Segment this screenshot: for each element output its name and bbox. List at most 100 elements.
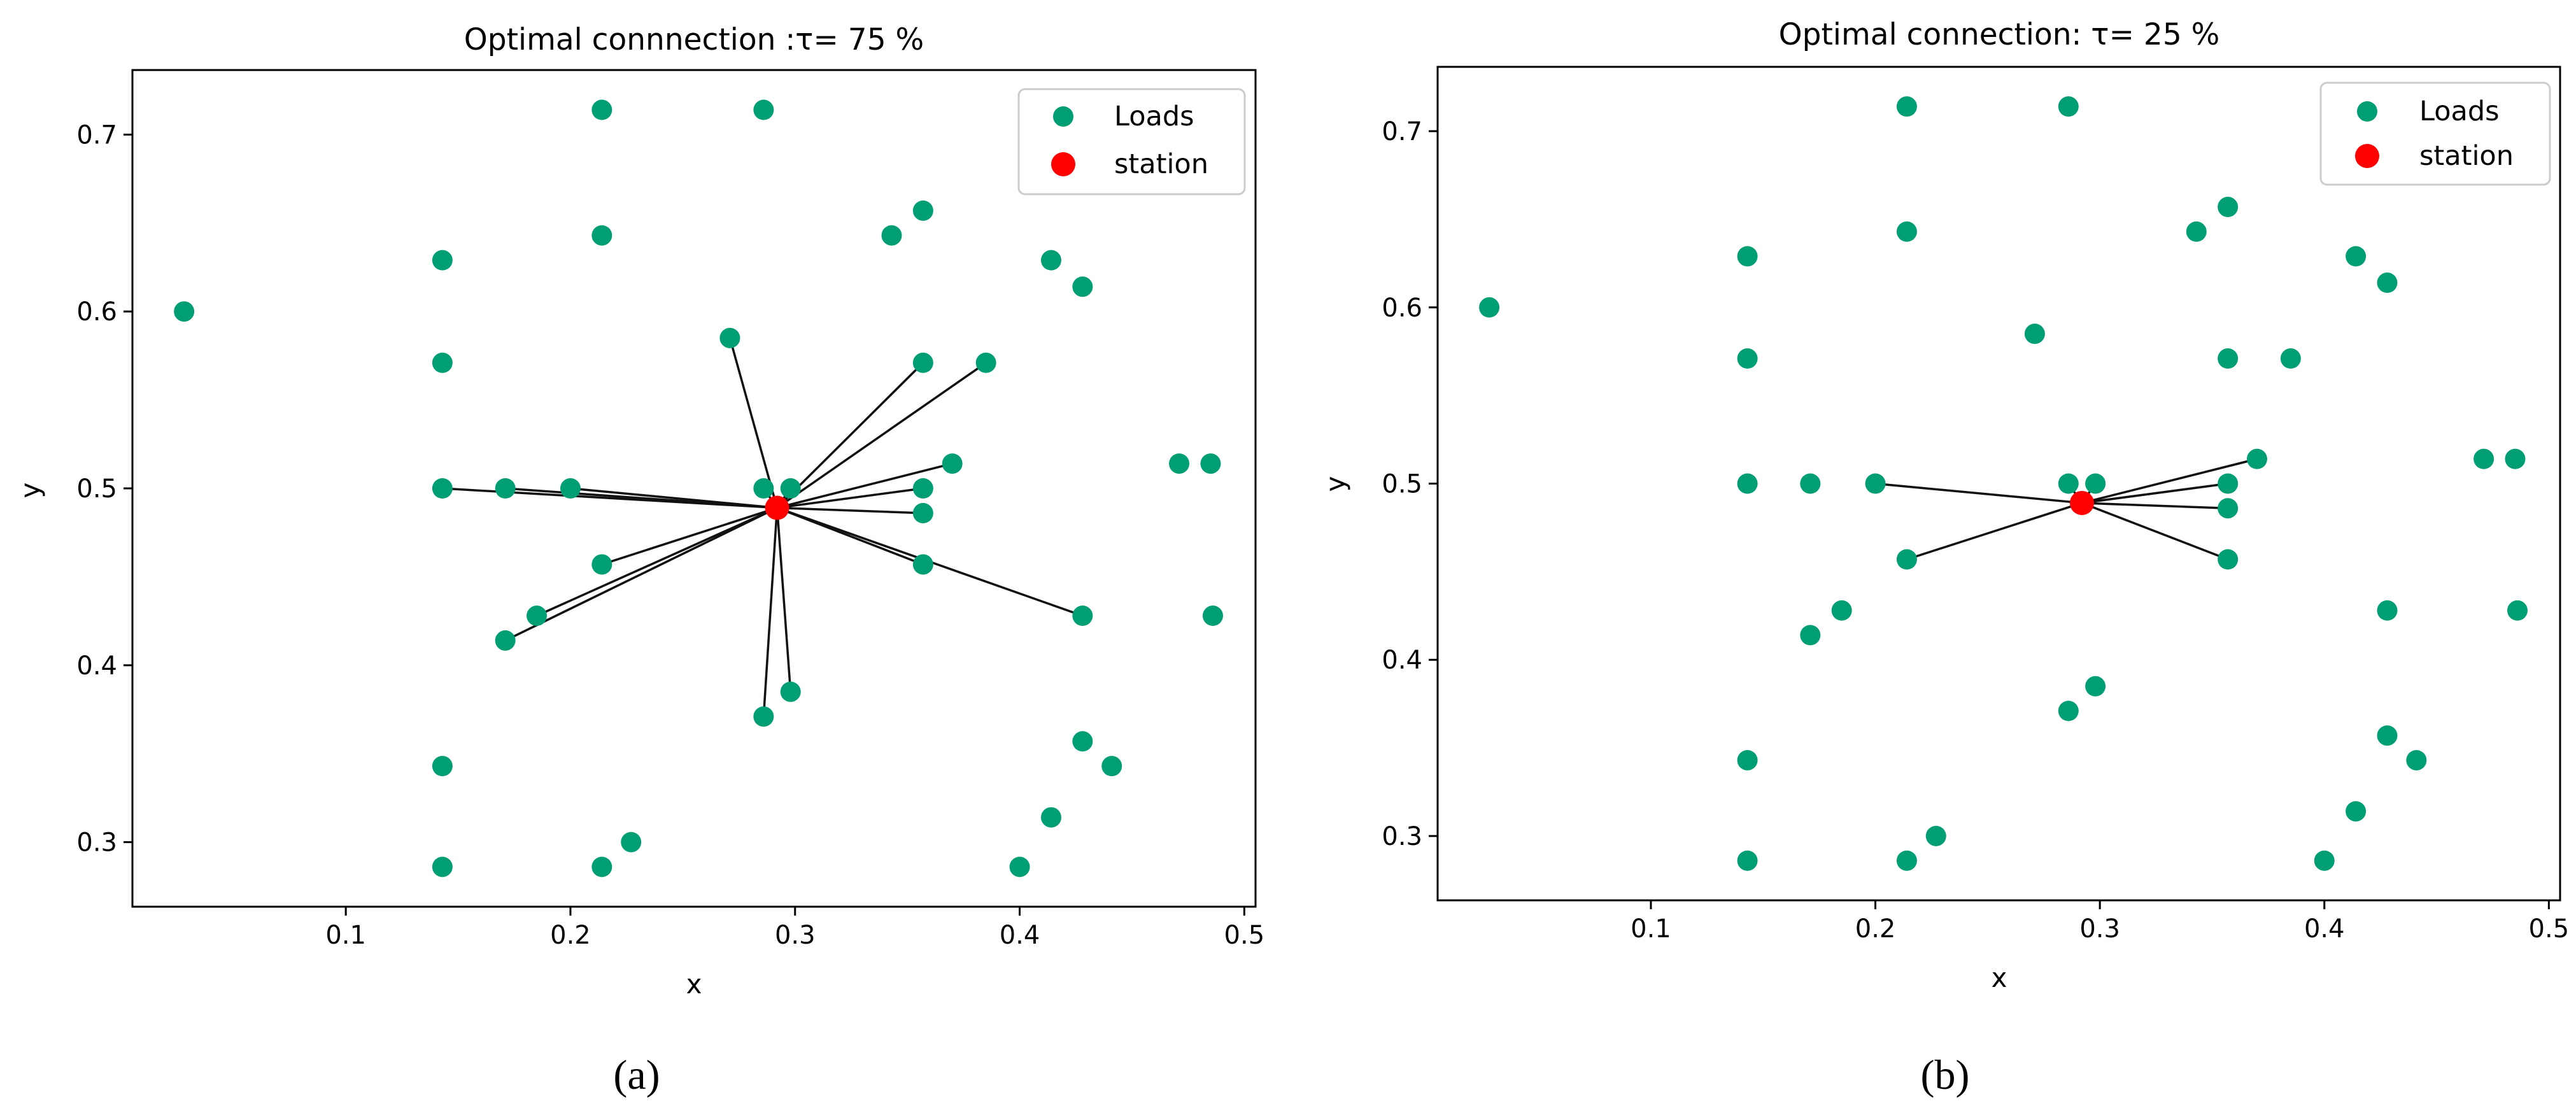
load-point bbox=[2377, 273, 2398, 294]
connection-line bbox=[776, 362, 987, 509]
load-point bbox=[432, 250, 453, 271]
load-point bbox=[2058, 473, 2079, 494]
load-point bbox=[1169, 453, 1190, 474]
connection-line bbox=[762, 507, 779, 717]
connection-line bbox=[570, 487, 777, 509]
x-tick-label: 0.5 bbox=[2529, 914, 2570, 944]
load-point bbox=[2218, 197, 2239, 218]
load-point bbox=[1737, 473, 1758, 494]
load-point bbox=[591, 99, 612, 120]
load-point bbox=[1202, 606, 1223, 627]
load-point bbox=[591, 225, 612, 246]
y-tick-label: 0.5 bbox=[1382, 470, 1422, 499]
load-point bbox=[1896, 850, 1917, 871]
load-point bbox=[2314, 850, 2335, 871]
load-point bbox=[495, 630, 516, 651]
connection-line bbox=[2081, 458, 2258, 504]
load-point bbox=[1101, 756, 1122, 777]
load-point bbox=[1040, 250, 1061, 271]
load-point bbox=[2246, 448, 2267, 469]
legend-station-label: station bbox=[2419, 140, 2514, 172]
load-point bbox=[1009, 856, 1030, 877]
y-axis-label: y bbox=[1320, 476, 1351, 492]
load-point bbox=[942, 453, 963, 474]
load-point bbox=[753, 706, 774, 727]
load-point bbox=[621, 832, 642, 853]
load-point bbox=[780, 478, 801, 499]
x-tick-label: 0.2 bbox=[1855, 914, 1896, 944]
x-axis-label: x bbox=[686, 968, 702, 1000]
y-tick-label: 0.6 bbox=[76, 297, 117, 327]
y-tick-label: 0.6 bbox=[1382, 294, 1422, 323]
plot-frame bbox=[131, 69, 1257, 908]
load-point bbox=[432, 352, 453, 373]
load-point bbox=[1896, 549, 1917, 570]
panel-label-a: (a) bbox=[613, 1052, 660, 1098]
x-tick-label: 0.4 bbox=[1000, 921, 1040, 950]
connection-line bbox=[776, 362, 924, 509]
connection-line bbox=[728, 337, 779, 509]
load-point bbox=[2058, 96, 2079, 117]
x-tick-label: 0.5 bbox=[1224, 921, 1265, 950]
load-point bbox=[912, 200, 933, 221]
load-point bbox=[2218, 473, 2239, 494]
load-point bbox=[753, 99, 774, 120]
load-point bbox=[881, 225, 902, 246]
load-point bbox=[432, 756, 453, 777]
y-axis-label: y bbox=[15, 483, 46, 499]
load-point bbox=[1040, 807, 1061, 828]
load-point bbox=[591, 856, 612, 877]
load-point bbox=[1800, 473, 1821, 494]
legend-station-marker bbox=[1051, 152, 1075, 176]
connection-line bbox=[504, 506, 778, 642]
load-point bbox=[912, 478, 933, 499]
legend-station-marker bbox=[2355, 144, 2379, 168]
load-point bbox=[2507, 600, 2528, 621]
load-point bbox=[1831, 600, 1852, 621]
load-point bbox=[780, 681, 801, 702]
load-point bbox=[527, 606, 548, 627]
load-point bbox=[2218, 348, 2239, 369]
chart-panel-b: Optimal connection: τ= 25 % 0.1 0.2 0.3 0.4… bbox=[1320, 17, 2569, 1098]
connection-line bbox=[601, 506, 778, 566]
connection-line bbox=[777, 506, 923, 514]
load-point bbox=[753, 478, 774, 499]
chart-panel-a: Optimal connnection :τ= 75 % 0.1 0.2 0.3 0.… bbox=[15, 22, 1264, 1098]
load-point bbox=[2085, 676, 2106, 697]
chart-marks bbox=[1479, 96, 2528, 871]
load-point bbox=[719, 327, 740, 348]
load-point bbox=[912, 352, 933, 373]
load-point bbox=[2473, 448, 2495, 469]
load-point bbox=[495, 478, 516, 499]
load-point bbox=[560, 478, 581, 499]
legend-box bbox=[1017, 88, 1246, 195]
load-point bbox=[2058, 700, 2079, 721]
x-tick-label: 0.1 bbox=[325, 921, 366, 950]
chart-marks bbox=[174, 99, 1223, 877]
legend-loads-marker bbox=[1053, 106, 1073, 127]
connection-line bbox=[777, 487, 924, 509]
y-tick-label: 0.5 bbox=[76, 474, 117, 504]
load-point bbox=[2377, 725, 2398, 746]
load-point bbox=[591, 554, 612, 575]
load-point bbox=[2377, 600, 2398, 621]
y-tick-label: 0.3 bbox=[1382, 822, 1422, 851]
load-point bbox=[432, 856, 453, 877]
legend: Loads station bbox=[1017, 88, 1246, 195]
load-point bbox=[2085, 473, 2106, 494]
load-point bbox=[2346, 246, 2367, 267]
connection-line bbox=[1906, 502, 2083, 561]
load-point bbox=[174, 301, 195, 322]
connection-line bbox=[2081, 502, 2228, 509]
load-point bbox=[1737, 246, 1758, 267]
load-point bbox=[2186, 221, 2207, 242]
legend: Loads station bbox=[2319, 82, 2551, 186]
connection-line bbox=[777, 462, 953, 509]
x-tick-label: 0.4 bbox=[2304, 914, 2345, 944]
load-point bbox=[2218, 549, 2239, 570]
load-point bbox=[2280, 348, 2301, 369]
axis-ticks: 0.1 0.2 0.3 0.4 0.5 0.3 0.4 0.5 0.6 0.7 bbox=[1382, 117, 2569, 944]
axis-ticks: 0.1 0.2 0.3 0.4 0.5 0.3 0.4 0.5 0.6 0.7 bbox=[76, 120, 1264, 950]
load-point bbox=[1925, 825, 1946, 846]
